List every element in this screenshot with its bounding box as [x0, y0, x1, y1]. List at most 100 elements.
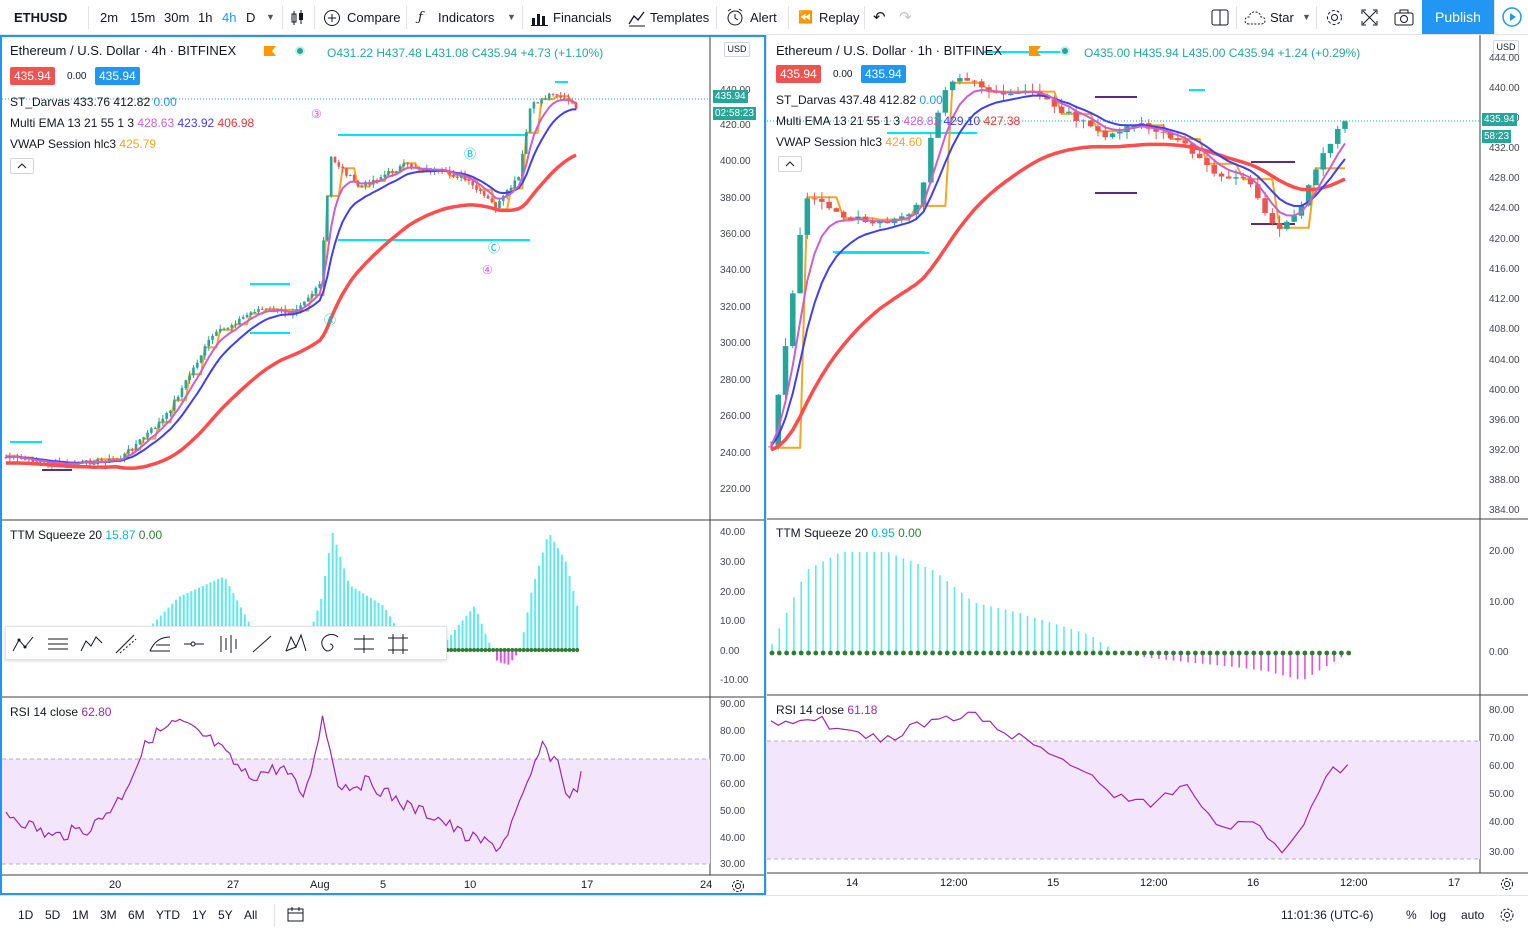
- symbol-search[interactable]: ETHUSD: [14, 10, 68, 25]
- interval-15m[interactable]: 15m: [130, 10, 156, 25]
- auto-scale-toggle[interactable]: auto: [1461, 908, 1485, 922]
- templates-icon[interactable]: [628, 9, 646, 27]
- squeeze-dot: [842, 650, 848, 656]
- publish-button[interactable]: Publish: [1422, 0, 1494, 34]
- interval-30m[interactable]: 30m: [164, 10, 190, 25]
- candle-body: [456, 176, 459, 178]
- interval-dropdown-icon[interactable]: ▼: [266, 12, 275, 22]
- candle-body: [352, 174, 356, 181]
- indicators-fx-icon[interactable]: ƒ: [418, 10, 423, 25]
- darvas-legend[interactable]: ST_Darvas 437.48 412.82 0.00: [776, 93, 943, 107]
- flag-icon[interactable]: [263, 45, 277, 57]
- trend-line-tool-icon[interactable]: [248, 631, 276, 657]
- candle-body: [226, 327, 230, 329]
- fullscreen-icon[interactable]: [1361, 9, 1378, 26]
- interval-4h[interactable]: 4h: [222, 10, 237, 25]
- financials-icon[interactable]: [531, 10, 549, 26]
- range-1d[interactable]: 1D: [18, 908, 34, 922]
- axis-tick-label: 432.00: [1489, 143, 1520, 154]
- chart-settings-gear-icon[interactable]: [1500, 877, 1514, 891]
- financials-button[interactable]: Financials: [553, 10, 612, 25]
- currency-label[interactable]: USD: [724, 42, 750, 57]
- indicators-button[interactable]: Indicators: [438, 10, 495, 25]
- candle-body: [375, 180, 379, 182]
- bid-price[interactable]: 435.94: [10, 67, 55, 85]
- fib-retracement-tool-icon[interactable]: [146, 631, 174, 657]
- play-icon[interactable]: [1494, 0, 1528, 34]
- indicators-dropdown-icon[interactable]: ▼: [507, 12, 516, 22]
- squeeze-legend[interactable]: TTM Squeeze 20 15.87 0.00: [10, 528, 162, 542]
- forecast-tool-icon[interactable]: [384, 631, 412, 657]
- rsi-legend[interactable]: RSI 14 close 61.18: [776, 703, 877, 717]
- squeeze-dot: [1120, 650, 1125, 656]
- range-5d[interactable]: 5D: [45, 908, 61, 922]
- squeeze-legend[interactable]: TTM Squeeze 20 0.95 0.00: [776, 526, 921, 540]
- elliott-wave-tool-icon[interactable]: [78, 631, 106, 657]
- interval-1d[interactable]: D: [246, 10, 256, 25]
- camera-icon[interactable]: [1394, 9, 1414, 26]
- range-all[interactable]: All: [244, 908, 258, 922]
- flag-icon[interactable]: [1028, 45, 1042, 57]
- squeeze-dot: [506, 648, 511, 652]
- cloud-icon[interactable]: [1244, 11, 1266, 25]
- vwap-legend[interactable]: VWAP Session hlc3 425.79: [10, 137, 156, 151]
- horizontal-ray-tool-icon[interactable]: [180, 631, 208, 657]
- bid-price[interactable]: 435.94: [776, 65, 821, 83]
- alarm-clock-icon[interactable]: [726, 8, 744, 27]
- candles-icon[interactable]: [289, 9, 307, 27]
- xabcd-pattern-tool-icon[interactable]: [282, 631, 310, 657]
- interval-1h[interactable]: 1h: [198, 10, 213, 25]
- candle-body: [42, 461, 46, 463]
- range-3m[interactable]: 3M: [100, 908, 117, 922]
- currency-label[interactable]: USD: [1493, 40, 1519, 55]
- ask-price[interactable]: 435.94: [95, 67, 140, 85]
- date-price-range-tool-icon[interactable]: [350, 631, 378, 657]
- bars-pattern-tool-icon[interactable]: [214, 631, 242, 657]
- axis-tick-label: 20.00: [1489, 546, 1515, 557]
- ask-price[interactable]: 435.94: [861, 65, 906, 83]
- darvas-legend[interactable]: ST_Darvas 433.76 412.82 0.00: [10, 95, 177, 109]
- replay-button[interactable]: Replay: [819, 10, 860, 25]
- range-ytd[interactable]: YTD: [156, 908, 180, 922]
- interval-2m[interactable]: 2m: [100, 10, 119, 25]
- horizontal-lines-tool-icon[interactable]: [44, 631, 72, 657]
- star-dropdown-icon[interactable]: ▼: [1302, 12, 1311, 22]
- range-1m[interactable]: 1M: [72, 908, 89, 922]
- range-6m[interactable]: 6M: [128, 908, 145, 922]
- indicator-name: ST_Darvas: [10, 95, 71, 109]
- replay-rewind-icon[interactable]: ⏪: [798, 10, 813, 24]
- templates-button[interactable]: Templates: [650, 10, 710, 25]
- range-1y[interactable]: 1Y: [192, 908, 207, 922]
- rsi-legend[interactable]: RSI 14 close 62.80: [10, 705, 111, 719]
- alert-button[interactable]: Alert: [750, 10, 777, 25]
- chart-pane-1h[interactable]: Ethereum / U.S. Dollar · 1h · BITFINEX O…: [766, 35, 1528, 895]
- chart-pane-4h[interactable]: Ethereum / U.S. Dollar · 4h · BITFINEX O…: [0, 35, 766, 895]
- star-button[interactable]: Star: [1270, 10, 1294, 25]
- chart-canvas-1h[interactable]: [767, 35, 1528, 895]
- compare-button[interactable]: Compare: [347, 10, 401, 25]
- ema-legend[interactable]: Multi EMA 13 21 55 1 3 428.82 429.10 427…: [776, 114, 1020, 128]
- undo-icon[interactable]: ↶: [873, 9, 886, 26]
- abc-pattern-tool-icon[interactable]: [10, 631, 38, 657]
- chart-settings-gear-icon[interactable]: [731, 879, 745, 893]
- compare-plus-icon[interactable]: [323, 9, 341, 27]
- fib-spiral-tool-icon[interactable]: [316, 631, 344, 657]
- collapse-legend-button[interactable]: [778, 156, 802, 172]
- trend-channel-tool-icon[interactable]: [112, 631, 140, 657]
- layout-icon[interactable]: [1211, 9, 1229, 26]
- indicator-value: 429.10: [943, 114, 981, 128]
- squeeze-dot: [995, 650, 1001, 656]
- goto-date-icon[interactable]: [287, 907, 305, 923]
- gear-icon[interactable]: [1325, 8, 1344, 27]
- chart-canvas-4h[interactable]: [2, 37, 764, 893]
- squeeze-dot: [857, 650, 862, 656]
- ema-legend[interactable]: Multi EMA 13 21 55 1 3 428.63 423.92 406…: [10, 116, 254, 130]
- clock-timezone[interactable]: 11:01:36 (UTC-6): [1281, 908, 1374, 922]
- log-scale-toggle[interactable]: log: [1430, 908, 1447, 922]
- collapse-legend-button[interactable]: [10, 158, 34, 174]
- redo-icon[interactable]: ↷: [899, 9, 912, 26]
- vwap-legend[interactable]: VWAP Session hlc3 424.60: [776, 135, 922, 149]
- settings-gear-icon[interactable]: [1499, 907, 1515, 923]
- range-5y[interactable]: 5Y: [218, 908, 233, 922]
- percent-scale-toggle[interactable]: %: [1406, 908, 1417, 922]
